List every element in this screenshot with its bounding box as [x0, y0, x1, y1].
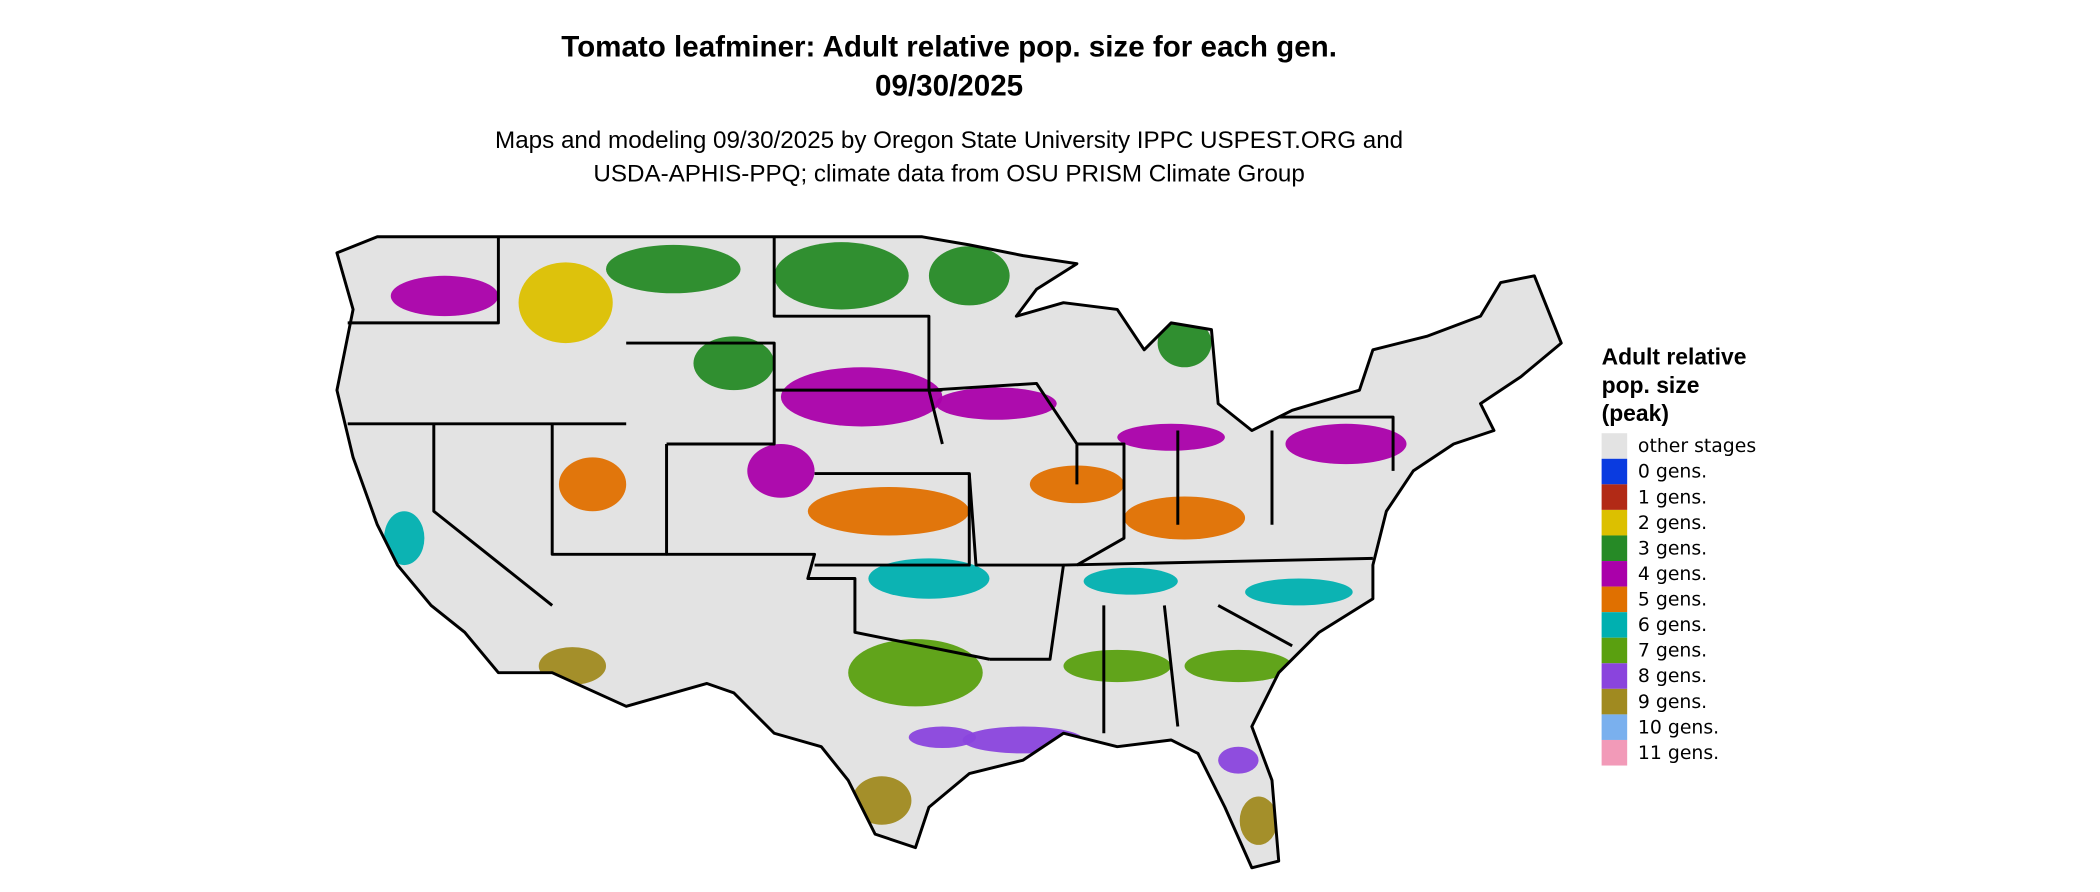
legend-label: 1 gens. — [1638, 487, 1707, 508]
legend-label: 5 gens. — [1638, 590, 1707, 611]
border — [772, 236, 944, 445]
zone — [807, 487, 970, 536]
border — [1278, 415, 1395, 471]
zone — [1184, 649, 1293, 683]
title: Tomato leafminer: Adult relative pop. si… — [561, 31, 1337, 64]
legend-label: other stages — [1638, 436, 1756, 457]
legend-label: 7 gens. — [1638, 641, 1707, 662]
zone — [518, 262, 613, 344]
legend-swatch — [1601, 484, 1628, 510]
subtitle: USDA-APHIS-PPQ; climate data from OSU PR… — [593, 161, 1304, 188]
zone — [852, 776, 912, 825]
zone — [1083, 567, 1178, 595]
border — [347, 236, 500, 325]
legend-label: 0 gens. — [1638, 462, 1707, 483]
zone — [774, 242, 909, 310]
us-map — [335, 235, 1563, 870]
border — [1076, 442, 1126, 567]
zone — [868, 558, 990, 599]
zone — [1218, 746, 1259, 774]
legend-title: pop. size — [1602, 372, 1700, 398]
outline — [335, 235, 1563, 870]
zone — [1063, 649, 1172, 683]
zone — [606, 244, 741, 294]
zone — [747, 443, 815, 498]
border — [626, 341, 776, 446]
legend-swatch — [1601, 458, 1628, 485]
zone — [384, 511, 425, 566]
legend-swatch — [1601, 612, 1628, 638]
border — [1063, 556, 1373, 567]
legend-swatch — [1601, 586, 1628, 613]
legend-swatch — [1601, 739, 1628, 766]
legend-label: 8 gens. — [1638, 666, 1707, 687]
zone — [962, 726, 1084, 754]
land — [336, 236, 1562, 868]
border — [666, 552, 990, 661]
legend-swatch — [1601, 663, 1628, 689]
zone — [935, 387, 1057, 420]
legend-label: 2 gens. — [1638, 513, 1707, 534]
zone — [558, 457, 627, 512]
zone — [908, 726, 977, 749]
border — [928, 381, 1079, 485]
legend-swatch — [1601, 535, 1628, 562]
zone — [928, 246, 1010, 306]
legend-label: 10 gens. — [1638, 717, 1719, 738]
border — [1217, 604, 1293, 648]
legend-swatch — [1601, 637, 1628, 664]
zone — [780, 367, 943, 427]
border — [1162, 605, 1180, 727]
subtitle: Maps and modeling 09/30/2025 by Oregon S… — [495, 127, 1403, 154]
border — [432, 423, 554, 607]
zone — [1285, 423, 1407, 465]
zone — [390, 275, 499, 317]
legend-title: (peak) — [1602, 400, 1669, 426]
legend-label: 4 gens. — [1638, 564, 1707, 585]
legend-label: 11 gens. — [1638, 743, 1719, 764]
zone — [848, 639, 983, 707]
legend-label: 9 gens. — [1638, 692, 1707, 713]
state-borders — [335, 235, 1563, 870]
border — [550, 423, 669, 556]
zone — [1117, 423, 1225, 451]
legend-swatch — [1601, 688, 1628, 715]
title-date: 09/30/2025 — [875, 70, 1023, 103]
legend-label: 6 gens. — [1638, 615, 1707, 636]
zone — [1123, 496, 1246, 540]
border — [814, 472, 971, 567]
legend-swatch — [1601, 561, 1628, 587]
zone — [538, 647, 607, 685]
legend-label: 3 gens. — [1638, 538, 1707, 559]
zone — [693, 336, 775, 391]
legend-title: Adult relative — [1602, 344, 1747, 370]
zone — [1245, 578, 1353, 606]
legend-swatch — [1601, 509, 1628, 536]
legend: Adult relative pop. size (peak) other st… — [1601, 344, 1756, 766]
zone — [1157, 318, 1212, 368]
zone — [1239, 796, 1278, 845]
legend-swatch — [1601, 714, 1628, 740]
legend-swatch — [1601, 433, 1628, 459]
